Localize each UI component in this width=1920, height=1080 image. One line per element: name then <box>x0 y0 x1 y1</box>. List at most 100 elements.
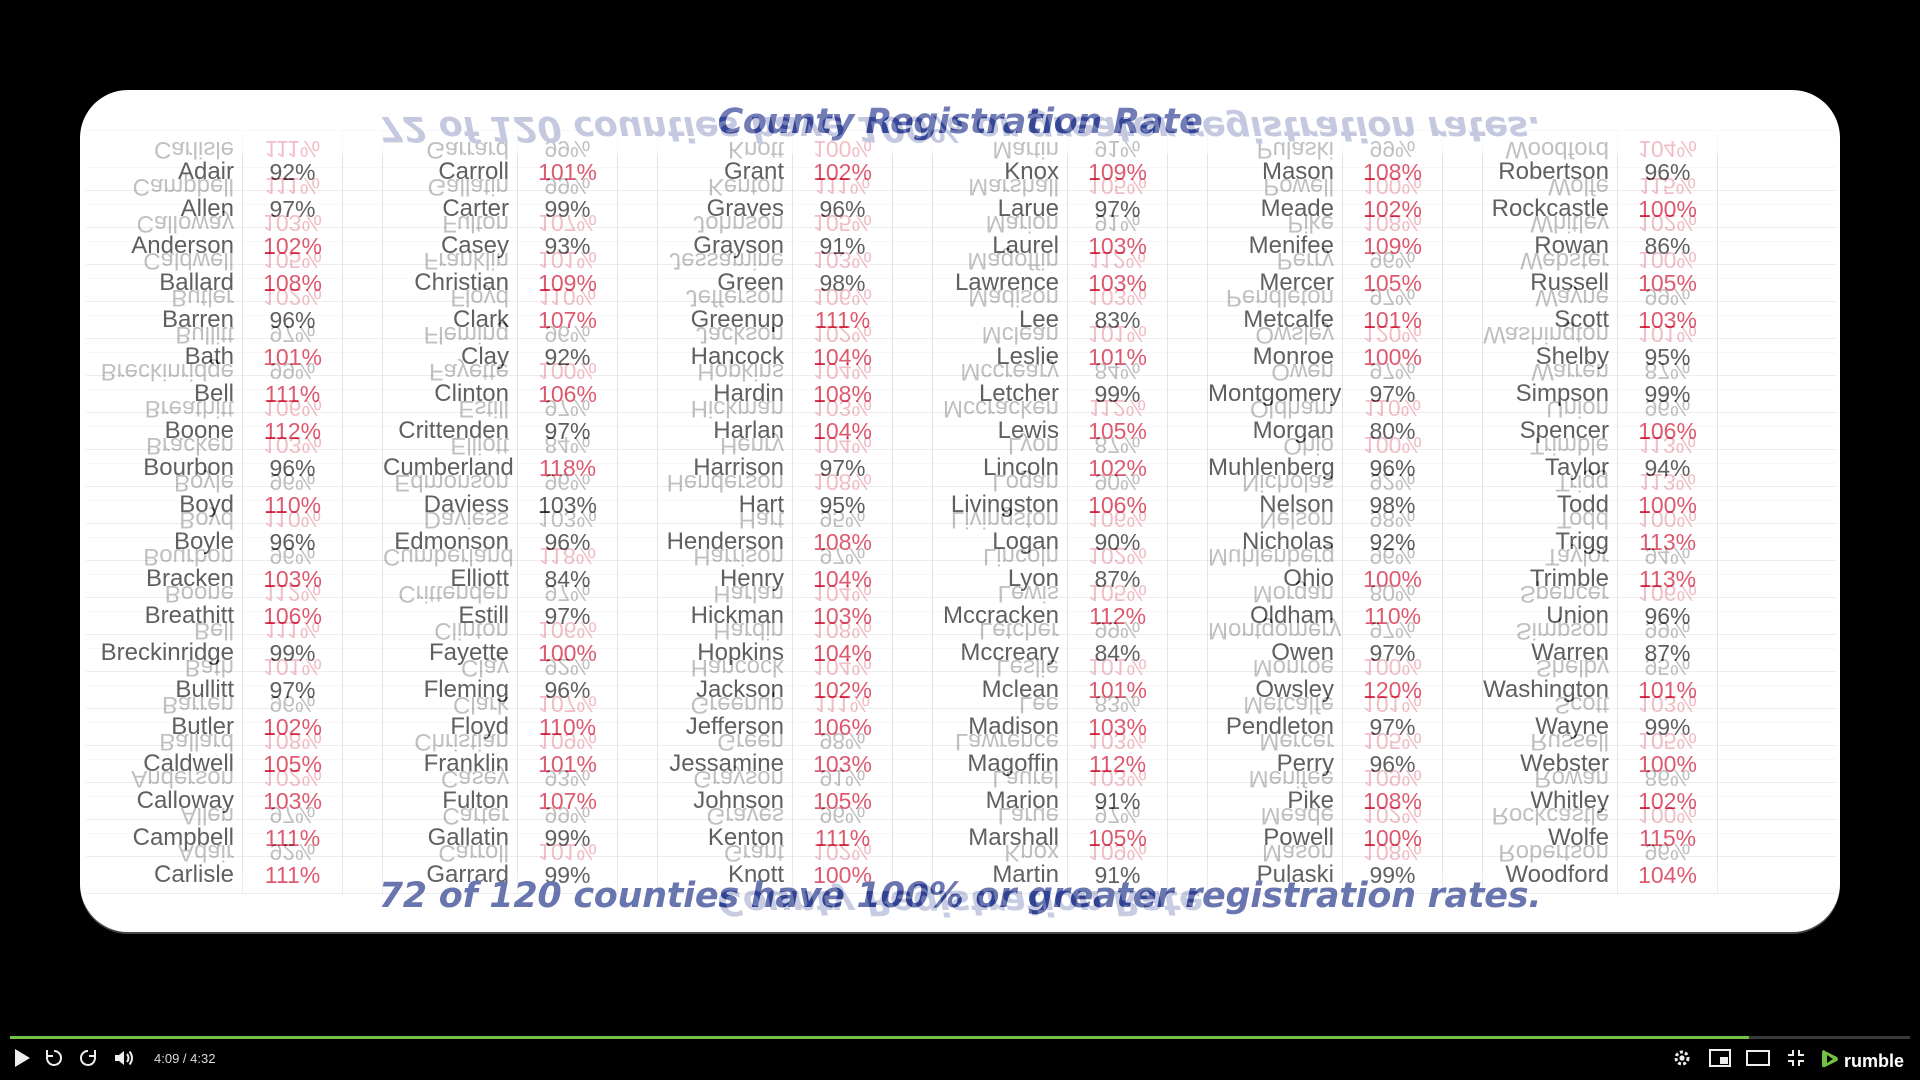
registration-rate: 97% <box>793 538 893 574</box>
column-gap <box>1443 820 1483 856</box>
registration-rate: 94% <box>1618 538 1718 574</box>
registration-rate: 96% <box>1343 450 1443 486</box>
registration-rate: 92% <box>518 339 618 375</box>
county-name: Clark <box>383 302 518 338</box>
registration-rate: 102% <box>1343 797 1443 833</box>
volume-button[interactable] <box>110 1046 138 1074</box>
registration-rate: 111% <box>793 302 893 338</box>
registration-rate: 101% <box>243 339 343 375</box>
column-gap <box>343 154 383 190</box>
county-name: Laurel <box>933 228 1068 264</box>
county-name: Trimble <box>1483 561 1618 597</box>
registration-rate: 93% <box>518 760 618 796</box>
theater-icon <box>1746 1049 1770 1072</box>
column-gap <box>618 538 658 574</box>
registration-rate: 96% <box>793 797 893 833</box>
county-name: Franklin <box>383 746 518 782</box>
county-name: Hancock <box>658 339 793 375</box>
registration-rate: 97% <box>518 413 618 449</box>
county-name: Calloway <box>86 783 243 819</box>
county-name: Gallatin <box>383 820 518 856</box>
progress-bar[interactable] <box>10 1036 1910 1039</box>
registration-rate: 99% <box>1618 279 1718 315</box>
fullscreen-button[interactable] <box>1782 1046 1810 1074</box>
registration-rate: 96% <box>1343 746 1443 782</box>
registration-rate: 109% <box>518 723 618 759</box>
county-name: Monroe <box>1208 339 1343 375</box>
registration-rate: 100% <box>793 857 893 893</box>
registration-rate: 91% <box>793 228 893 264</box>
registration-rate: 99% <box>1343 857 1443 893</box>
county-name: Letcher <box>933 376 1068 412</box>
column-gap <box>343 612 383 648</box>
column-gap <box>618 723 658 759</box>
county-name: Christian <box>383 723 518 759</box>
county-name: Simpson <box>1483 612 1618 648</box>
column-gap <box>1168 413 1208 449</box>
rumble-logo[interactable]: rumble <box>1820 1048 1904 1075</box>
column-gap <box>343 265 383 301</box>
registration-rate: 101% <box>1068 316 1168 352</box>
registration-rate: 106% <box>1618 413 1718 449</box>
registration-rate: 112% <box>1068 746 1168 782</box>
column-gap <box>1443 723 1483 759</box>
registration-rate: 97% <box>518 598 618 634</box>
column-gap <box>893 834 933 870</box>
registration-rate: 104% <box>793 649 893 685</box>
registration-rate: 83% <box>1068 686 1168 722</box>
registration-rate: 96% <box>518 672 618 708</box>
column-gap <box>893 538 933 574</box>
column-gap <box>1168 228 1208 264</box>
county-name: Edmonson <box>383 464 518 500</box>
county-name: Taylor <box>1483 450 1618 486</box>
county-name: Clinton <box>383 376 518 412</box>
county-name: Magoffin <box>933 746 1068 782</box>
registration-rate: 108% <box>793 464 893 500</box>
video-area[interactable]: County Registration Rate Adair 92% Carroll… <box>0 0 1920 1030</box>
slide-title: County Registration Rate <box>80 102 1840 142</box>
pip-button[interactable] <box>1706 1046 1734 1074</box>
registration-rate: 96% <box>518 464 618 500</box>
volume-icon <box>113 1048 135 1073</box>
registration-rate: 96% <box>518 524 618 560</box>
replay-button[interactable] <box>40 1046 68 1074</box>
forward-button[interactable] <box>74 1046 102 1074</box>
column-gap <box>1443 797 1483 833</box>
column-gap <box>343 427 383 463</box>
county-name: Meade <box>1208 191 1343 227</box>
column-gap <box>893 450 933 486</box>
theater-button[interactable] <box>1744 1046 1772 1074</box>
county-name: Henderson <box>658 464 793 500</box>
county-name: Carroll <box>383 154 518 190</box>
registration-rate: 96% <box>1618 154 1718 190</box>
county-name: Grant <box>658 834 793 870</box>
registration-rate: 94% <box>1618 450 1718 486</box>
registration-rate: 92% <box>243 154 343 190</box>
play-button[interactable] <box>8 1046 36 1074</box>
column-gap <box>1168 649 1208 685</box>
column-gap <box>1168 561 1208 597</box>
column-gap <box>1168 686 1208 722</box>
county-name: Powell <box>1208 168 1343 204</box>
registration-rate: 100% <box>1618 501 1718 537</box>
registration-rate: 101% <box>1068 672 1168 708</box>
registration-rate: 103% <box>1068 265 1168 301</box>
column-gap <box>618 427 658 463</box>
settings-button[interactable] <box>1668 1046 1696 1074</box>
table-row: Campbell111%Gallatin99%Kenton111%Marshal… <box>86 820 1836 857</box>
county-name: Mclean <box>933 672 1068 708</box>
county-name: Barren <box>86 302 243 338</box>
county-name: Warren <box>1483 635 1618 671</box>
registration-rate: 97% <box>1343 279 1443 315</box>
column-gap <box>1168 302 1208 338</box>
registration-rate: 105% <box>1068 820 1168 856</box>
registration-rate: 91% <box>1068 205 1168 241</box>
county-name: Marion <box>933 205 1068 241</box>
rumble-icon <box>1820 1048 1840 1075</box>
county-name: Woodford <box>1483 857 1618 893</box>
county-name: Menifee <box>1208 760 1343 796</box>
